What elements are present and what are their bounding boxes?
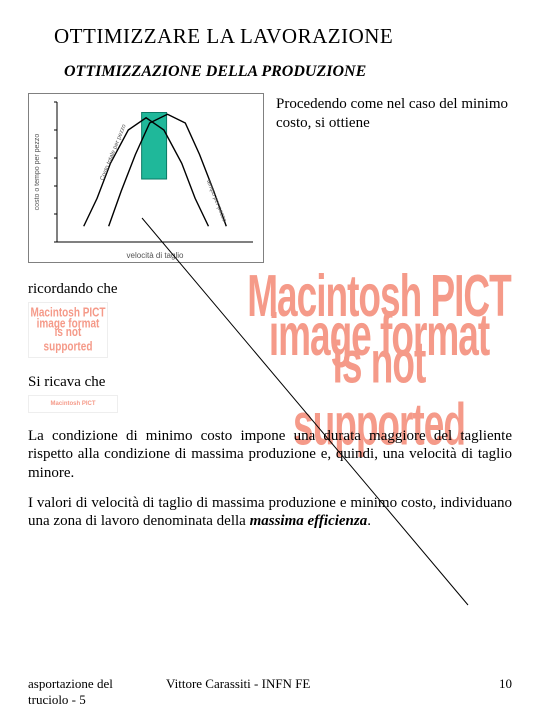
page-number: 10: [482, 676, 512, 692]
para2-post: .: [367, 513, 371, 529]
chart-svg: velocità di taglio costo o tempo per pezz…: [29, 94, 263, 262]
page-subtitle: OTTIMIZZAZIONE DELLA PRODUZIONE: [64, 63, 512, 81]
page-title: OTTIMIZZARE LA LAVORAZIONE: [54, 24, 512, 49]
paragraph-2: I valori di velocità di taglio di massim…: [28, 494, 512, 531]
svg-text:costo o tempo per pezzo: costo o tempo per pezzo: [34, 134, 41, 211]
pict-placeholder-small-2: Macintosh PICT: [28, 395, 118, 413]
pict-line: is not supported: [29, 327, 107, 354]
cost-speed-chart: velocità di taglio costo o tempo per pezz…: [28, 93, 264, 263]
pict-line: Macintosh PICT: [50, 401, 95, 408]
intro-text: Procedendo come nel caso del minimo cost…: [276, 93, 512, 133]
svg-text:velocità di taglio: velocità di taglio: [127, 251, 184, 260]
footer-center: Vittore Carassiti - INFN FE: [148, 676, 482, 692]
pict-placeholder-small-1: Macintosh PICT image format is not suppo…: [28, 302, 108, 358]
footer: asportazione del truciolo - 5 Vittore Ca…: [28, 676, 512, 708]
footer-left: asportazione del truciolo - 5: [28, 676, 148, 708]
para2-emph: massima efficienza: [250, 513, 368, 529]
paragraph-1: La condizione di minimo costo impone una…: [28, 427, 512, 482]
